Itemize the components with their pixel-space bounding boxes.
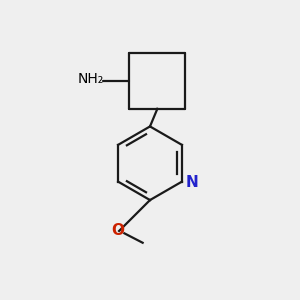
Text: N: N — [185, 175, 198, 190]
Text: O: O — [111, 224, 124, 238]
Text: NH₂: NH₂ — [78, 72, 104, 86]
